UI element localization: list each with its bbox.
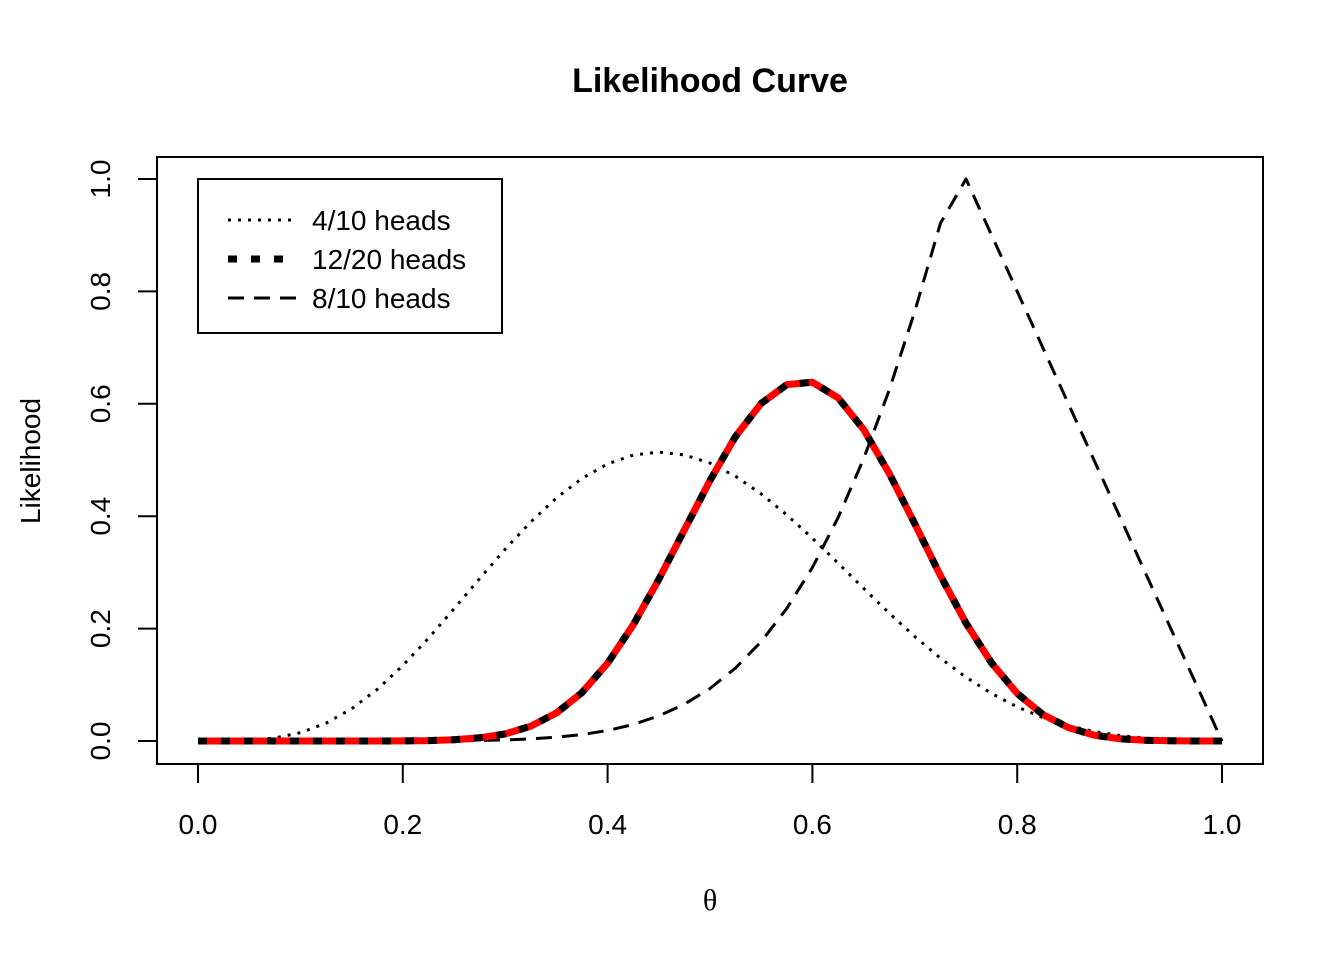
legend-label-8-10: 8/10 heads [312,283,451,314]
series-layer [197,177,1224,745]
chart-title: Likelihood Curve [572,62,848,100]
y-tick-label: 0.0 [85,722,116,761]
y-axis-label: Likelihood [15,398,46,524]
series-line-1 [198,378,1222,745]
x-tick-label: 0.8 [998,809,1037,840]
y-tick-label: 0.4 [85,497,116,536]
x-tick-label: 0.2 [383,809,422,840]
legend-label-12-20: 12/20 heads [312,244,466,275]
y-axis: 0.0 0.2 0.4 0.6 0.8 1.0 [85,160,158,761]
x-tick-label: 0.0 [179,809,218,840]
legend: 4/10 heads 12/20 heads 8/10 heads [197,178,503,334]
legend-box [197,178,503,334]
series-line-0 [197,450,1223,743]
y-tick-label: 0.8 [85,272,116,311]
x-tick-label: 1.0 [1203,809,1242,840]
legend-label-4-10: 4/10 heads [312,205,451,236]
x-axis-label: θ [703,884,717,917]
x-tick-label: 0.4 [588,809,627,840]
x-axis: 0.0 0.2 0.4 0.6 0.8 1.0 [179,763,1242,840]
x-tick-label: 0.6 [793,809,832,840]
y-tick-label: 0.2 [85,609,116,648]
y-tick-label: 1.0 [85,160,116,199]
y-tick-label: 0.6 [85,384,116,423]
